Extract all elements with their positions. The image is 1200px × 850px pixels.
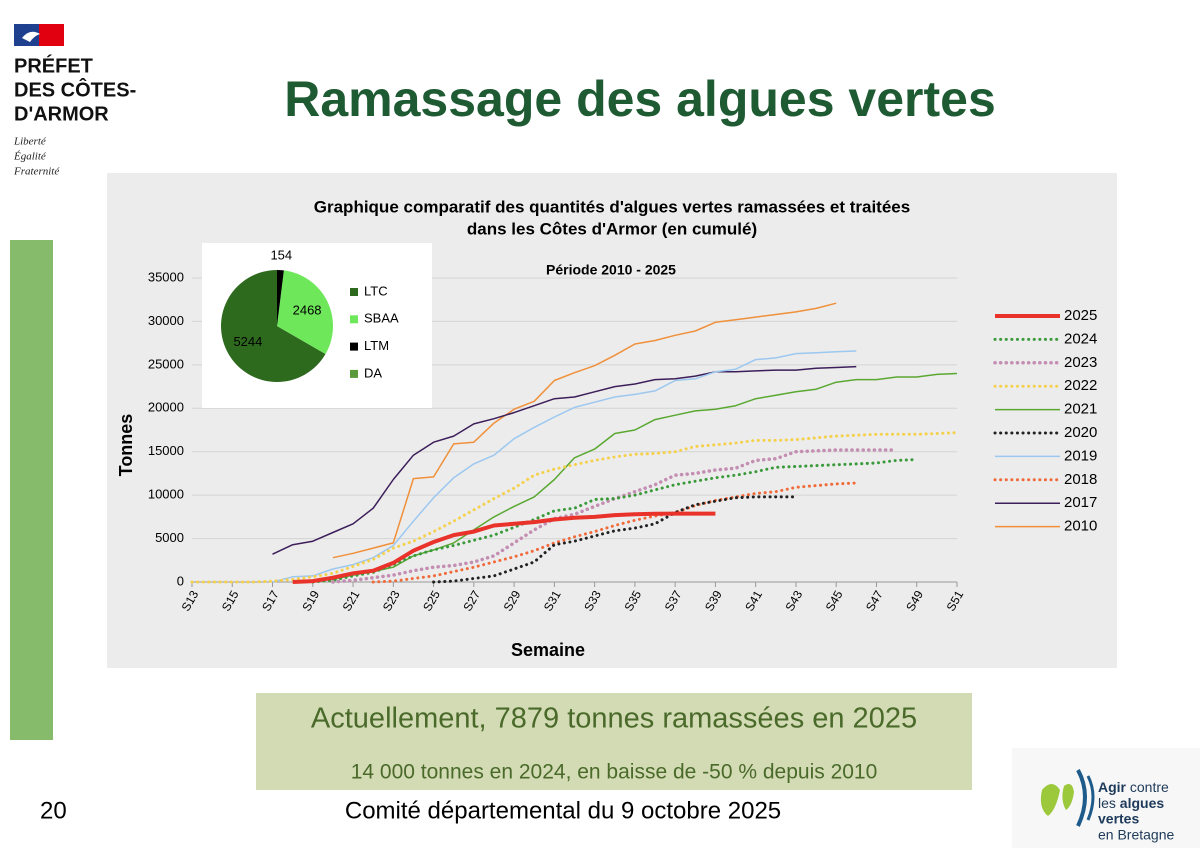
pie-value-label: 154 — [270, 248, 292, 263]
marianne — [22, 31, 40, 42]
y-tick-label: 10000 — [148, 487, 184, 502]
y-tick-label: 20000 — [148, 400, 184, 415]
chart-title: dans les Côtes d'Armor (en cumulé) — [467, 219, 757, 238]
logo-line: DES CÔTES- — [14, 77, 136, 101]
legend-swatch — [350, 369, 358, 378]
logo-line: PRÉFET — [14, 54, 93, 77]
algae-shape — [1040, 784, 1060, 816]
legend-swatch — [350, 288, 358, 296]
legend-swatch — [350, 315, 358, 324]
legend-label: 2018 — [1064, 471, 1097, 488]
logo-line: les algues — [1098, 795, 1164, 811]
pie-slice — [277, 270, 284, 326]
series-line — [190, 431, 959, 584]
y-tick-label: 5000 — [155, 530, 184, 545]
legend-label: LTC — [364, 283, 388, 298]
logo-word: Agir — [1098, 779, 1127, 795]
chart-subtitle: Période 2010 - 2025 — [546, 262, 676, 278]
series-line — [331, 448, 899, 584]
pie-chart: 5244 2468 154 LTC SBAA LTM DA — [221, 248, 399, 382]
legend-label: 2019 — [1064, 447, 1097, 464]
series-line — [311, 458, 919, 584]
motto-line: Fraternité — [13, 166, 60, 178]
y-tick-label: 35000 — [148, 269, 184, 284]
logo-line: en Bretagne — [1098, 827, 1174, 843]
logo-word: les — [1098, 795, 1120, 811]
series-line — [272, 350, 857, 583]
footer-text: Comité départemental du 9 octobre 2025 — [345, 797, 781, 824]
summary-detail: 14 000 tonnes en 2024, en baisse de -50 … — [351, 761, 878, 784]
chart-title: Graphique comparatif des quantités d'alg… — [314, 197, 910, 216]
logo-line: Agir contre — [1098, 779, 1169, 795]
motto: Liberté Égalité Fraternité — [13, 136, 60, 178]
wave — [1086, 775, 1095, 821]
series-line — [292, 372, 958, 583]
legend-label: 2017 — [1064, 494, 1097, 511]
summary-box — [256, 693, 972, 790]
pie-value-label: 5244 — [233, 334, 262, 349]
logo-text: PRÉFET DES CÔTES- D'ARMOR — [14, 54, 136, 125]
side-bar — [10, 240, 53, 740]
page-number: 20 — [40, 797, 67, 824]
logo-word: contre — [1126, 779, 1169, 795]
wave — [1076, 769, 1087, 827]
legend-label: 2022 — [1064, 377, 1097, 394]
legend-label: SBAA — [364, 311, 399, 326]
summary-headline: Actuellement, 7879 tonnes ramassées en 2… — [311, 703, 917, 735]
y-axis-label: Tonnes — [116, 414, 136, 477]
series-line — [272, 365, 857, 555]
legend-label: 2021 — [1064, 401, 1097, 418]
partner-logo: Agir contre les algues vertes en Bretagn… — [1012, 748, 1200, 848]
y-tick-label: 30000 — [148, 313, 184, 328]
pie-slice — [221, 270, 326, 382]
series-line — [371, 481, 858, 584]
logo-words: Agir contre les algues vertes en Bretagn… — [1098, 779, 1174, 843]
pie-value-label: 2468 — [293, 302, 322, 317]
legend-swatch — [350, 342, 358, 351]
slide-title: Ramassage des algues vertes — [284, 71, 996, 127]
y-tick-label: 15000 — [148, 443, 184, 458]
y-tick-label: 0 — [177, 573, 184, 588]
y-tick-label: 25000 — [148, 356, 184, 371]
motto-line: Liberté — [13, 136, 47, 148]
series-line — [332, 302, 837, 559]
legend-label: 2025 — [1064, 307, 1097, 324]
flag-red — [39, 24, 64, 46]
legend-label: DA — [364, 365, 382, 380]
legend-label: 2024 — [1064, 330, 1097, 347]
legend-label: 2010 — [1064, 518, 1097, 535]
x-axis-label: Semaine — [511, 640, 585, 660]
logo-line: D'ARMOR — [14, 103, 109, 125]
series-line — [292, 511, 716, 584]
algae-shape — [1062, 784, 1074, 810]
legend-label: 2023 — [1064, 354, 1097, 371]
logo-line: vertes — [1098, 811, 1139, 827]
pie-slice — [277, 270, 334, 354]
legend-label: LTM — [364, 338, 389, 353]
motto-line: Égalité — [13, 151, 47, 163]
series-line — [432, 495, 798, 584]
logo-word: algues — [1120, 795, 1165, 811]
legend-label: 2020 — [1064, 424, 1097, 441]
